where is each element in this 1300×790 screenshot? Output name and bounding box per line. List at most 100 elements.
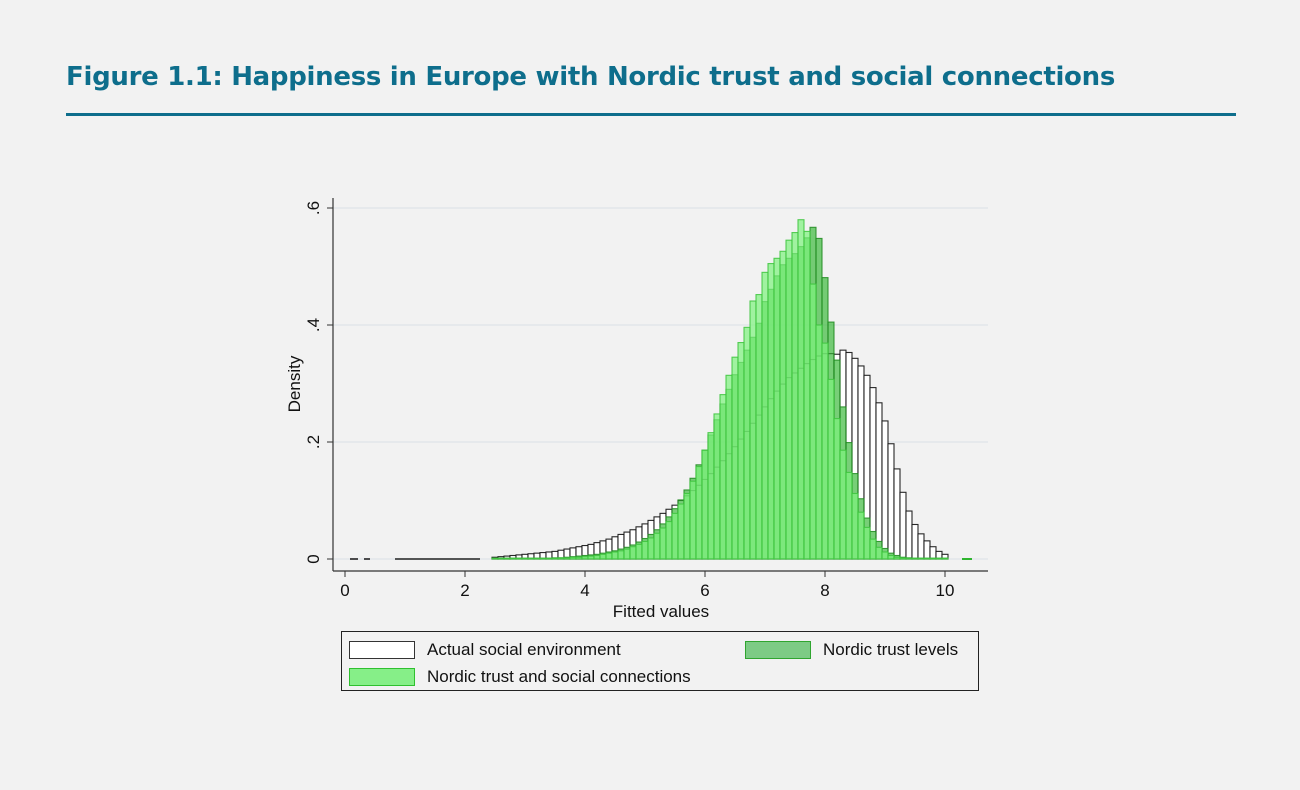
histogram-bar: [923, 540, 931, 560]
histogram-bar: [887, 554, 895, 560]
histogram-bar: [767, 263, 775, 560]
histogram-bar: [611, 551, 619, 560]
histogram-bar: [809, 283, 817, 560]
histogram-bar: [749, 300, 757, 560]
histogram-bar: [713, 413, 721, 560]
histogram-bar: [515, 557, 523, 560]
histogram-bar: [545, 557, 553, 560]
histogram-bar: [773, 257, 781, 560]
histogram-bar: [641, 540, 649, 560]
legend-swatch-nordic-trust: [745, 641, 811, 659]
histogram-bar: [929, 557, 937, 560]
y-tick-label: 0: [304, 554, 323, 563]
figure-title: Figure 1.1: Happiness in Europe with Nor…: [66, 62, 1116, 92]
histogram-bar: [509, 557, 517, 560]
histogram-bar: [875, 546, 883, 560]
histogram-bar: [623, 548, 631, 560]
histogram-bar: [701, 449, 709, 560]
histogram-bar: [629, 546, 637, 560]
histogram-bar: [659, 527, 667, 560]
histogram-bar: [653, 532, 661, 560]
histogram-bar: [617, 550, 625, 560]
histogram-bar: [917, 557, 925, 560]
histogram-bar: [683, 492, 691, 560]
histogram-bar: [881, 420, 889, 560]
histogram-bar: [863, 526, 871, 560]
legend-item-actual: Actual social environment: [349, 640, 621, 660]
histogram-bar: [905, 557, 913, 560]
histogram-bar: [581, 556, 589, 560]
histogram-bar: [941, 557, 949, 560]
y-tick-label: .6: [304, 201, 323, 215]
histogram-bar: [779, 250, 787, 560]
legend-label-nordic-trust-social: Nordic trust and social connections: [427, 667, 691, 686]
chart-legend: Actual social environment Nordic trust l…: [341, 631, 979, 691]
x-tick-label: 6: [700, 581, 709, 600]
histogram-bar: [569, 556, 577, 560]
legend-label-nordic-trust: Nordic trust levels: [823, 640, 959, 659]
histogram-bar: [899, 491, 907, 560]
x-tick-label: 2: [460, 581, 469, 600]
histogram-bar: [689, 480, 697, 560]
histogram-bar: [743, 326, 751, 560]
histogram-bar: [917, 533, 925, 560]
histogram-bar: [923, 557, 931, 560]
legend-item-nordic-trust-social: Nordic trust and social connections: [349, 667, 691, 687]
histogram-bar: [911, 557, 919, 560]
histogram-bar: [725, 374, 733, 560]
histogram-bar: [491, 557, 499, 560]
y-axis-ticks: 0 .2 .4 .6: [304, 201, 333, 564]
histogram-bar: [635, 543, 643, 560]
histogram-bar: [911, 523, 919, 560]
histogram-bar: [803, 230, 811, 560]
histogram-bar: [599, 553, 607, 560]
histogram-bar: [851, 492, 859, 560]
histogram-bar: [881, 551, 889, 560]
histogram-bar: [539, 557, 547, 560]
histogram-bar: [797, 219, 805, 560]
x-tick-label: 4: [580, 581, 589, 600]
histogram-bar: [935, 557, 943, 560]
histogram-bar: [875, 402, 883, 560]
histogram-bar: [647, 537, 655, 560]
histogram-bar: [791, 232, 799, 560]
histogram-bar: [665, 521, 673, 560]
histogram-bar: [587, 555, 595, 560]
x-axis-label: Fitted values: [613, 602, 709, 621]
y-tick-label: .4: [304, 318, 323, 332]
histogram-bar: [887, 443, 895, 560]
y-tick-label: .2: [304, 435, 323, 449]
histogram-bar: [563, 557, 571, 560]
histogram-bar: [761, 271, 769, 560]
histogram-bar: [593, 554, 601, 560]
histogram-bar: [839, 449, 847, 560]
legend-item-nordic-trust: Nordic trust levels: [745, 640, 958, 660]
histogram-bar: [671, 512, 679, 560]
histogram-bar: [719, 394, 727, 560]
histogram-bar: [527, 557, 535, 560]
histogram-bar: [557, 557, 565, 560]
title-divider: [66, 113, 1236, 116]
histogram-bar: [857, 511, 865, 560]
x-tick-label: 8: [820, 581, 829, 600]
histogram-bar: [893, 468, 901, 560]
histogram-bar: [785, 239, 793, 560]
histogram-bar: [677, 503, 685, 560]
histogram-bar: [503, 557, 511, 560]
y-axis-label: Density: [285, 355, 304, 412]
histogram-bar: [827, 378, 835, 560]
histogram-bar: [695, 466, 703, 560]
histogram-bar: [893, 556, 901, 560]
legend-swatch-actual: [349, 641, 415, 659]
histogram-bar: [575, 556, 583, 560]
histogram-bar: [551, 557, 559, 560]
axes: [332, 198, 988, 572]
x-axis-ticks: 0 2 4 6 8 10: [340, 571, 954, 600]
histogram-bar: [533, 557, 541, 560]
x-tick-label: 0: [340, 581, 349, 600]
histogram-bars: [350, 219, 972, 560]
histogram-bar: [755, 294, 763, 560]
histogram-bar: [737, 341, 745, 560]
histogram-bar: [899, 557, 907, 560]
